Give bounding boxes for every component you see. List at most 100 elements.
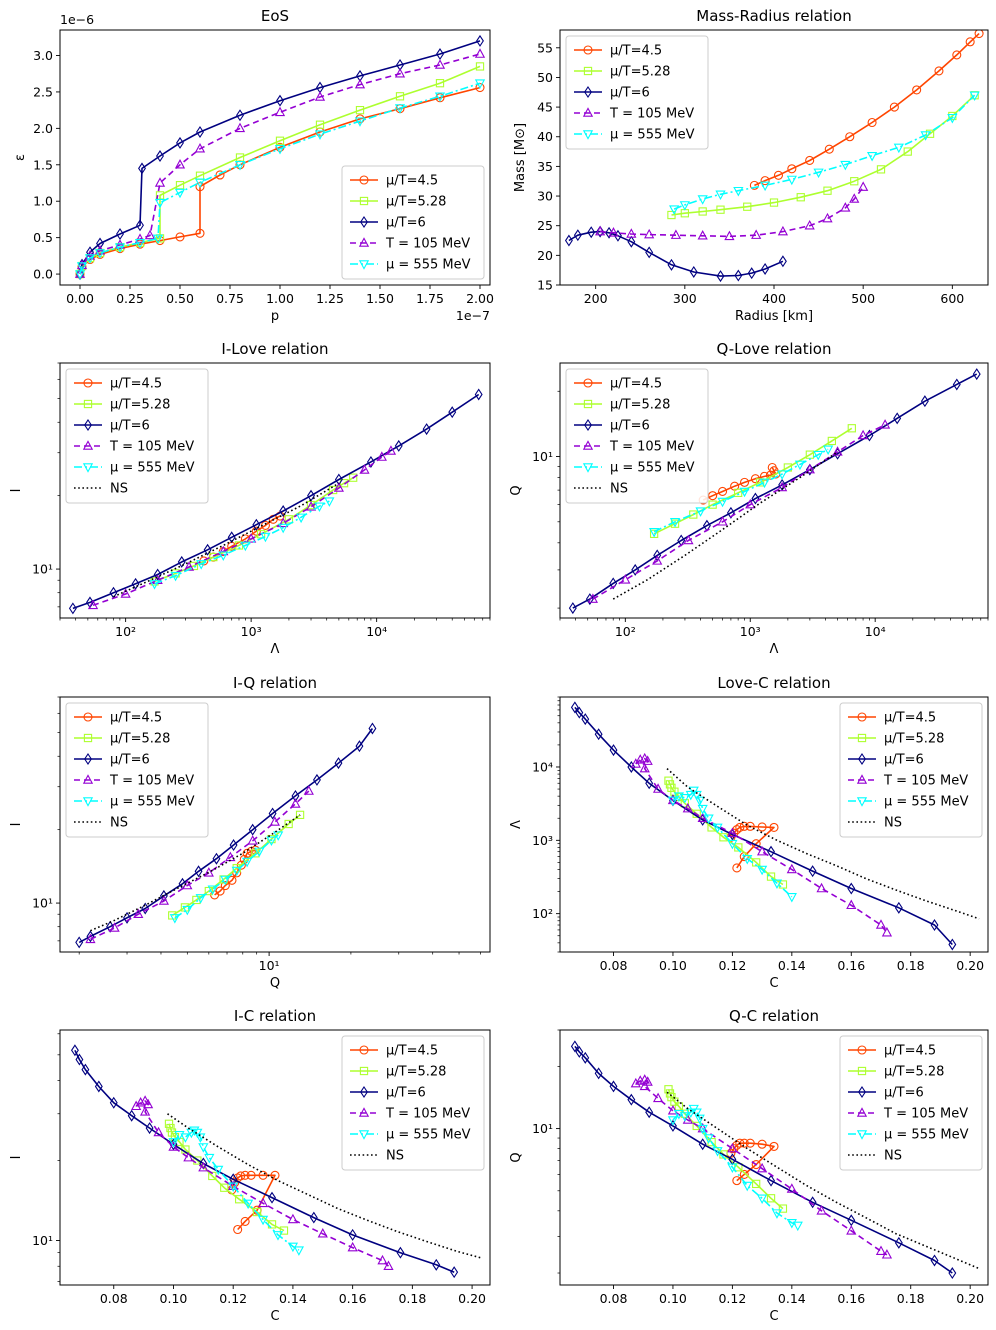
legend-label-mu6: μ/T=6 — [110, 753, 150, 768]
data-point-mu555 — [257, 1215, 269, 1226]
legend-label-mu45: μ/T=4.5 — [386, 174, 438, 189]
data-point-mu555 — [152, 234, 164, 245]
plot-area — [564, 30, 984, 283]
data-point-mu555 — [293, 1246, 305, 1256]
data-point-t105 — [756, 1162, 768, 1173]
data-point-t105 — [683, 534, 694, 545]
data-point-mu45 — [757, 822, 767, 832]
legend-marker-mu528 — [83, 733, 93, 743]
data-point-mu6 — [609, 744, 618, 757]
data-point-t105 — [247, 835, 258, 845]
data-point-mu6 — [726, 506, 735, 519]
panel-qc: Q-C relation 0.08 0.10 0.12 0.14 0.16 0.18 0.20… — [509, 1007, 989, 1324]
data-point-mu6 — [448, 406, 457, 419]
data-point-mu45 — [732, 863, 742, 873]
chart-title: I-C relation — [234, 1007, 316, 1025]
data-point-mu528 — [698, 207, 707, 216]
data-point-mu6 — [573, 229, 582, 242]
data-point-mu555 — [231, 866, 242, 877]
data-point-mu6 — [808, 1196, 817, 1209]
x-tick-label: 0.20 — [956, 1291, 984, 1306]
series-line-mu45 — [730, 1142, 775, 1182]
data-point-mu555 — [149, 580, 160, 590]
legend-marker-mu6 — [360, 1086, 368, 1098]
data-point-mu528 — [796, 193, 805, 202]
data-point-mu6 — [564, 234, 573, 247]
series-line-mu528 — [653, 427, 853, 535]
data-point-mu555 — [274, 145, 286, 155]
data-point-mu555 — [234, 161, 246, 171]
legend-label-ns: NS — [386, 1149, 404, 1164]
data-point-t105 — [394, 67, 406, 78]
data-point-mu6 — [334, 757, 343, 770]
legend-box — [565, 35, 709, 150]
data-point-mu528 — [339, 479, 349, 488]
x-tick-label: 0.50 — [166, 291, 194, 306]
legend-marker-mu6 — [84, 419, 92, 431]
legend-label-mu6: μ/T=6 — [386, 216, 426, 231]
legend-label-mu528: μ/T=5.28 — [110, 398, 170, 413]
legend-marker-t105 — [358, 237, 370, 247]
axes-frame — [559, 696, 989, 953]
data-point-mu555 — [667, 1116, 679, 1126]
legend-label-mu45: μ/T=4.5 — [610, 377, 662, 392]
legend-marker-mu528 — [583, 399, 593, 409]
legend-box — [341, 165, 485, 280]
data-point-mu45 — [717, 486, 728, 497]
legend-label-mu555: μ = 555 MeV — [884, 795, 969, 810]
data-point-mu555 — [813, 168, 824, 179]
data-point-mu6 — [613, 229, 622, 242]
data-point-mu6 — [594, 728, 603, 741]
legend: μ/T=4.5 μ/T=5.28 μ/T=6 T = 105 MeV μ = 555 M… — [565, 35, 709, 150]
data-point-t105 — [822, 212, 833, 223]
data-point-mu45 — [195, 228, 205, 238]
data-point-mu555 — [679, 794, 690, 804]
data-point-mu555 — [792, 1221, 803, 1232]
data-point-t105 — [777, 225, 789, 236]
data-point-mu555 — [717, 497, 728, 508]
data-point-t105 — [269, 816, 280, 826]
data-point-mu555 — [969, 91, 980, 101]
legend-label-mu45: μ/T=4.5 — [884, 711, 936, 726]
legend-label-mu555: μ = 555 MeV — [110, 795, 195, 810]
data-point-t105 — [144, 229, 156, 240]
data-point-mu6 — [138, 162, 146, 175]
data-point-mu6 — [627, 1093, 636, 1106]
data-point-mu6 — [767, 845, 775, 858]
data-point-t105 — [644, 228, 655, 239]
data-point-t105 — [133, 908, 144, 918]
data-point-t105 — [620, 574, 631, 584]
y-tick-label: 10³ — [532, 833, 553, 848]
y-tick-label: 0.5 — [33, 230, 53, 245]
series-line-mu6 — [574, 1045, 953, 1274]
data-point-t105 — [846, 899, 857, 910]
data-point-t105 — [756, 845, 768, 856]
legend-label-t105: T = 105 MeV — [109, 774, 194, 789]
data-point-mu6 — [127, 1109, 136, 1122]
y-axis-label: Mass [M⊙] — [513, 123, 528, 192]
data-point-mu555 — [786, 175, 797, 186]
data-point-mu528 — [168, 911, 177, 920]
series-line-t105 — [79, 53, 481, 275]
data-point-t105 — [804, 463, 815, 474]
data-point-t105 — [697, 812, 708, 822]
data-point-mu6 — [920, 395, 929, 408]
data-point-t105 — [174, 159, 186, 169]
data-point-mu45 — [732, 1176, 742, 1186]
data-point-mu555 — [195, 894, 206, 904]
legend-marker-mu528 — [359, 196, 369, 206]
data-point-t105 — [218, 545, 229, 556]
data-point-mu528 — [743, 202, 752, 211]
data-point-mu555 — [786, 893, 797, 903]
chart-title: Q-C relation — [729, 1007, 819, 1025]
data-point-mu528 — [680, 799, 689, 808]
data-point-mu555 — [182, 905, 193, 916]
data-point-mu555 — [840, 160, 851, 171]
data-point-mu528 — [475, 62, 485, 71]
data-point-t105 — [290, 798, 301, 808]
data-point-mu6 — [609, 1080, 618, 1093]
legend-label-t105: T = 105 MeV — [883, 774, 968, 789]
data-point-mu555 — [756, 1194, 768, 1205]
legend-box — [839, 702, 983, 838]
data-point-mu555 — [893, 143, 904, 154]
